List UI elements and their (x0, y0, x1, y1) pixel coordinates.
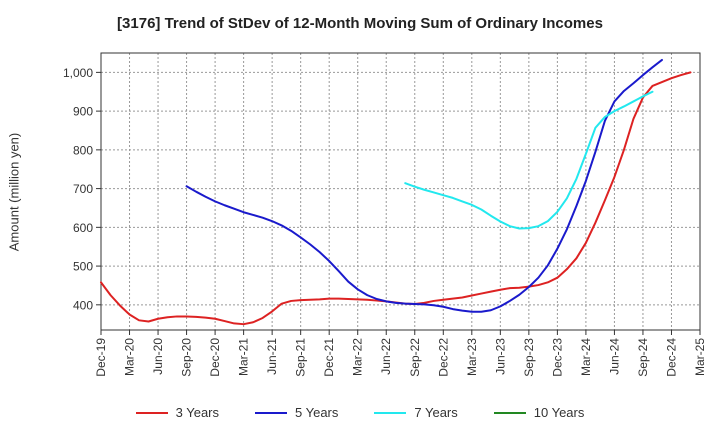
legend-swatch-3-years (135, 411, 168, 414)
x-tick-label: Sep-20 (180, 338, 194, 377)
x-tick-label: Mar-24 (579, 338, 593, 376)
y-tick-label: 700 (73, 182, 93, 196)
series-line-7-years (404, 90, 654, 230)
x-tick-label: Jun-20 (151, 338, 165, 375)
x-tick-label: Sep-24 (636, 338, 650, 377)
x-tick-label: Dec-24 (664, 338, 678, 377)
x-tick-label: Dec-22 (436, 338, 450, 377)
x-tick-label: Sep-22 (408, 338, 422, 377)
x-tick-label: Jun-22 (379, 338, 393, 375)
legend-label-3-years: 3 Years (175, 405, 219, 420)
x-tick-label: Sep-21 (294, 338, 308, 377)
legend-label-5-years: 5 Years (295, 405, 339, 420)
legend-item-7-years: 7 Years (374, 405, 458, 420)
x-tick-label: Mar-22 (351, 338, 365, 376)
legend-swatch-5-years (255, 411, 287, 414)
x-tick-label: Jun-24 (607, 338, 621, 375)
x-tick-label: Sep-23 (522, 338, 536, 377)
x-tick-label: Dec-19 (94, 338, 108, 377)
y-tick-label: 400 (73, 298, 93, 312)
x-tick-label: Dec-23 (550, 338, 564, 377)
x-tick-label: Mar-21 (237, 338, 251, 376)
legend-item-3-years: 3 Years (135, 405, 219, 420)
legend-swatch-10-years (493, 411, 526, 414)
x-tick-label: Mar-25 (693, 338, 707, 376)
plot-frame (100, 52, 701, 331)
legend: 3 Years 5 Years 7 Years 10 Years (0, 405, 720, 420)
series-line-5-years (185, 58, 663, 313)
legend-swatch-7-years (374, 411, 407, 414)
x-tick-label: Jun-23 (493, 338, 507, 375)
y-tick-label: 1,000 (63, 66, 93, 80)
x-tick-label: Mar-20 (123, 338, 137, 376)
y-tick-label: 600 (73, 221, 93, 235)
y-tick-label: 800 (73, 143, 93, 157)
x-tick-label: Dec-21 (322, 338, 336, 377)
legend-item-10-years: 10 Years (493, 405, 585, 420)
y-tick-label: 900 (73, 105, 93, 119)
legend-label-7-years: 7 Years (414, 405, 458, 420)
series-line-3-years (100, 71, 692, 326)
x-tick-label: Mar-23 (465, 338, 479, 376)
legend-item-5-years: 5 Years (255, 405, 338, 420)
x-tick-label: Jun-21 (265, 338, 279, 375)
x-tick-label: Dec-20 (208, 338, 222, 377)
legend-label-10-years: 10 Years (533, 405, 585, 420)
y-tick-label: 500 (73, 260, 93, 274)
chart-title: [3176] Trend of StDev of 12-Month Moving… (117, 15, 603, 32)
